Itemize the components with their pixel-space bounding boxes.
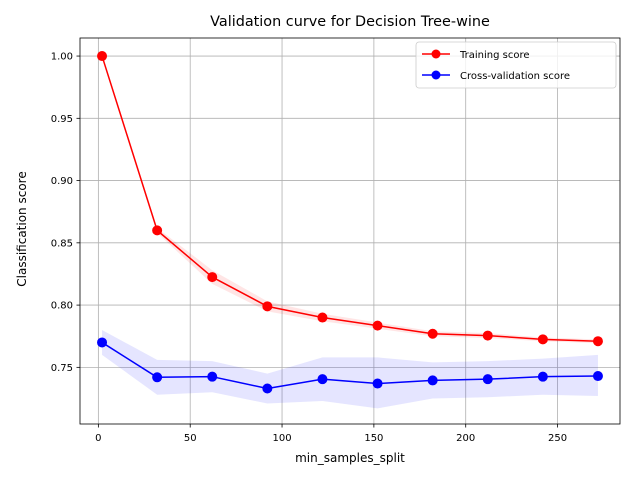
y-tick-label: 0.90: [51, 176, 73, 187]
x-tick-label: 100: [272, 433, 291, 444]
cross-validation-score-point: [427, 375, 438, 386]
legend-label-training: Training score: [459, 50, 530, 61]
cross-validation-score-point: [482, 374, 493, 385]
series-markers: [97, 51, 603, 394]
legend-swatch-marker: [431, 49, 441, 59]
grid-layer: [80, 38, 620, 424]
y-axis-ticks: 0.75 0.80 0.85 0.90 0.95 1.00: [51, 52, 80, 374]
training-score-point: [427, 328, 438, 339]
training-score-point: [482, 330, 493, 341]
x-tick-label: 0: [95, 433, 101, 444]
training-score-point: [592, 336, 603, 347]
chart-title: Validation curve for Decision Tree-wine: [210, 14, 490, 30]
training-score-point: [97, 51, 108, 62]
x-axis-ticks: 0 50 100 150 200 250: [95, 424, 567, 444]
x-tick-label: 150: [364, 433, 383, 444]
y-tick-label: 0.80: [51, 301, 73, 312]
legend-swatch-marker: [431, 70, 441, 80]
cross-validation-score-point: [207, 371, 218, 382]
x-tick-label: 200: [456, 433, 475, 444]
cross-validation-score-point: [592, 371, 603, 382]
cross-validation-score-point: [317, 374, 328, 385]
y-axis-label: Classification score: [15, 171, 29, 286]
legend-label-cross-validation: Cross-validation score: [460, 71, 570, 82]
y-tick-label: 0.85: [51, 238, 73, 249]
x-axis-label: min_samples_split: [295, 451, 405, 465]
legend-box: [415, 41, 617, 89]
training-score-line: [101, 55, 598, 342]
y-tick-label: 0.75: [51, 363, 73, 374]
training-score-band: [102, 56, 598, 344]
plot-frame: [79, 37, 621, 425]
training-score-point: [537, 334, 548, 345]
x-tick-label: 250: [548, 433, 567, 444]
confidence-bands: [102, 56, 598, 409]
cross-validation-score-point: [97, 337, 108, 348]
cross-validation-score-band: [102, 329, 598, 409]
training-score-point: [262, 301, 273, 312]
y-tick-label: 0.95: [51, 114, 73, 125]
x-tick-label: 50: [184, 433, 197, 444]
y-tick-label: 1.00: [51, 52, 73, 63]
training-score-point: [317, 312, 328, 323]
training-score-point: [207, 272, 218, 283]
cross-validation-score-point: [262, 383, 273, 394]
cross-validation-score-line: [101, 341, 598, 390]
training-score-point: [372, 320, 383, 331]
legend: Training score Cross-validation score: [415, 41, 617, 89]
series-lines: [101, 55, 598, 390]
training-score-point: [152, 225, 163, 236]
cross-validation-score-point: [372, 378, 383, 389]
cross-validation-score-point: [537, 371, 548, 382]
cross-validation-score-point: [152, 372, 163, 383]
